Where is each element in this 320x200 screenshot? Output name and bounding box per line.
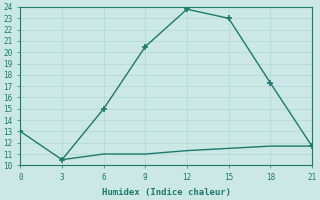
X-axis label: Humidex (Indice chaleur): Humidex (Indice chaleur) bbox=[102, 188, 231, 197]
